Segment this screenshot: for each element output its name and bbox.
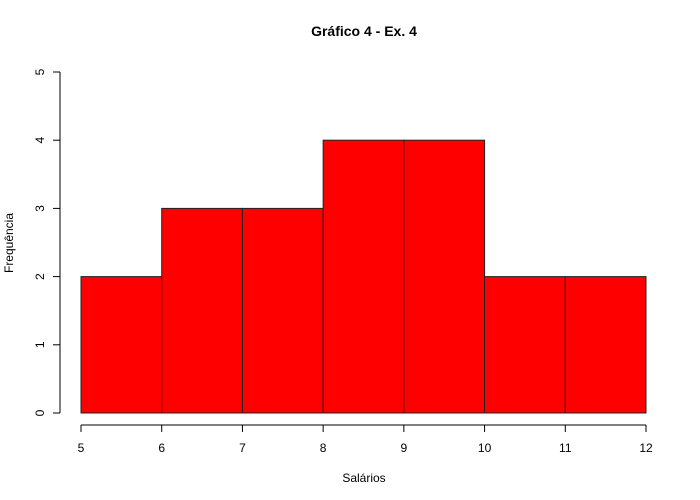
x-tick-label: 10 [478,441,492,455]
histogram-bar-5 [403,139,486,414]
y-tick-label: 1 [33,341,47,348]
x-tick-label: 6 [158,441,165,455]
y-tick-label: 4 [33,137,47,144]
y-tick-label: 0 [33,409,47,416]
y-tick-label: 2 [33,273,47,280]
y-axis: 0 1 2 3 4 5 [33,68,61,416]
x-tick-label: 8 [320,441,327,455]
x-tick-label: 12 [639,441,653,455]
histogram-bar-2 [161,207,243,414]
y-tick-label: 3 [33,205,47,212]
x-tick-label: 9 [401,441,408,455]
bars-group [80,139,647,414]
x-axis: 5 6 7 8 9 10 11 12 [78,424,653,455]
chart-title: Gráfico 4 - Ex. 4 [311,23,417,39]
histogram-bar-1 [80,276,163,414]
x-tick-label: 7 [239,441,246,455]
histogram-bar-6 [484,276,566,414]
y-tick-label: 5 [33,68,47,75]
histogram-bar-3 [241,207,324,414]
x-axis-label: Salários [342,471,385,485]
histogram-bar-7 [564,276,647,414]
x-tick-label: 11 [559,441,572,455]
x-tick-label: 5 [78,441,85,455]
y-axis-label: Frequência [2,213,16,273]
histogram-bar-4 [322,139,405,414]
